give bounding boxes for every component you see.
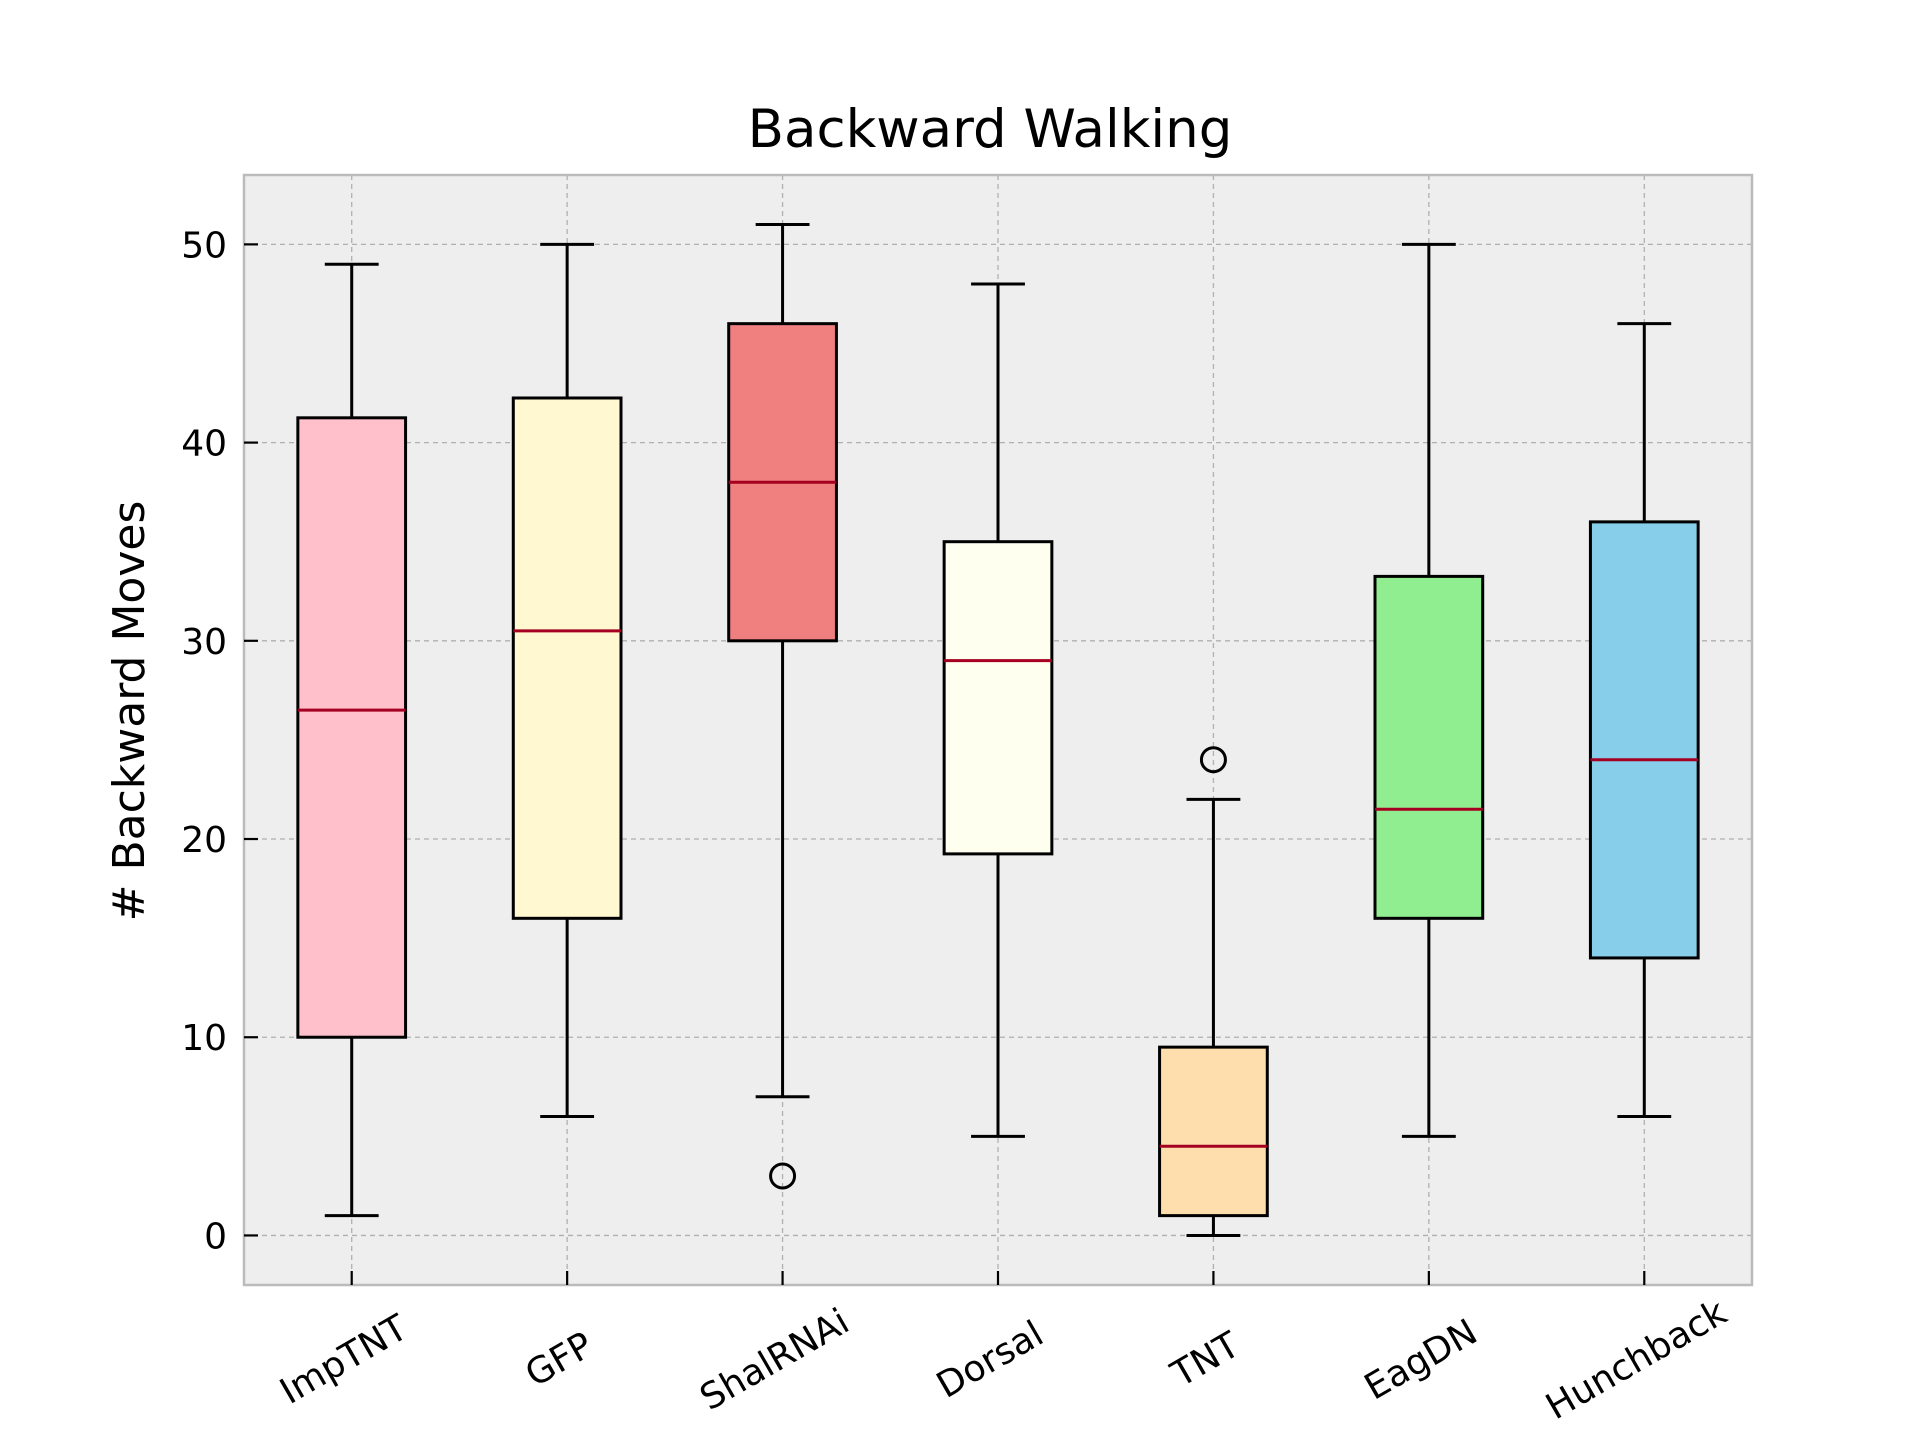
box-body [1588, 520, 1700, 960]
box-dorsal [942, 282, 1054, 1138]
box-imptnt [296, 262, 408, 1218]
y-tick-label: 10 [181, 1018, 227, 1059]
box-eagdn [1373, 242, 1485, 1138]
chart-title: Backward Walking [748, 99, 1233, 160]
y-tick-label: 20 [181, 820, 227, 861]
y-axis-ticks: 0 10 20 30 40 50 [181, 225, 258, 1257]
y-tick-label: 40 [181, 424, 227, 465]
outlier-point [1199, 746, 1227, 774]
box-shalrnai [727, 223, 838, 1190]
y-tick-label: 30 [181, 622, 227, 663]
box-body [1158, 1045, 1269, 1218]
box-body [942, 540, 1054, 856]
y-tick-label: 0 [204, 1216, 227, 1257]
y-tick-label: 50 [181, 225, 227, 266]
box-gfp [511, 242, 623, 1119]
box-series [296, 223, 1700, 1237]
box-body [1373, 574, 1485, 920]
y-axis-label: # Backward Moves [104, 501, 155, 922]
outlier-point [769, 1162, 797, 1190]
box-tnt [1158, 746, 1269, 1237]
box-body [511, 396, 623, 920]
box-hunchback [1588, 322, 1700, 1119]
box-body [296, 416, 408, 1039]
